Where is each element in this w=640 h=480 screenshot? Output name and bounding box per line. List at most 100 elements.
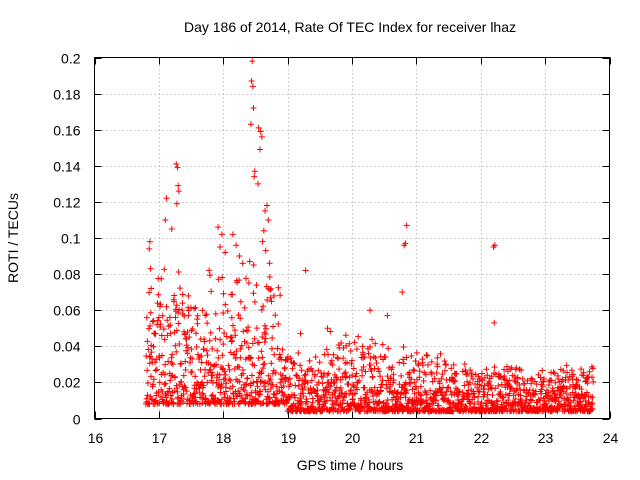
data-point	[264, 202, 271, 209]
data-point	[418, 392, 425, 399]
data-point	[220, 290, 227, 297]
data-point	[475, 388, 482, 395]
data-point	[233, 393, 240, 400]
data-point	[236, 277, 243, 284]
data-point	[265, 216, 272, 223]
data-point	[423, 351, 430, 358]
data-point	[336, 366, 343, 373]
data-point	[361, 384, 368, 391]
data-point	[207, 329, 214, 336]
data-point	[266, 399, 273, 406]
data-point	[144, 338, 151, 345]
data-point	[524, 377, 531, 384]
data-point	[517, 386, 524, 393]
data-point	[192, 304, 199, 311]
data-point	[257, 388, 264, 395]
data-point	[173, 327, 180, 334]
data-point	[564, 369, 571, 376]
data-point	[206, 337, 213, 344]
data-point	[296, 394, 303, 401]
data-point	[298, 399, 305, 406]
data-point	[475, 393, 482, 400]
data-point	[295, 349, 302, 356]
data-point	[229, 291, 236, 298]
data-point	[175, 320, 182, 327]
data-point	[172, 374, 179, 381]
data-point	[494, 403, 501, 410]
data-point	[358, 366, 365, 373]
data-point	[148, 349, 155, 356]
x-tick-label: 20	[345, 430, 361, 446]
data-point	[262, 331, 269, 338]
data-point	[352, 390, 359, 397]
data-point	[150, 343, 157, 350]
data-point	[442, 391, 449, 398]
data-point	[146, 245, 153, 252]
data-point	[427, 387, 434, 394]
data-point	[589, 406, 596, 413]
data-point	[162, 380, 169, 387]
data-point	[209, 392, 216, 399]
data-point	[348, 360, 355, 367]
data-point	[209, 372, 216, 379]
data-point	[270, 323, 277, 330]
data-point	[143, 395, 150, 402]
data-point	[413, 349, 420, 356]
data-point	[490, 244, 497, 251]
data-point	[448, 392, 455, 399]
data-point	[351, 339, 358, 346]
data-point	[439, 371, 446, 378]
data-point	[251, 168, 258, 175]
data-point	[442, 362, 449, 369]
y-tick-label: 0.04	[53, 339, 80, 355]
x-tick-labels: 16 17 18 19 20 21 22 23 24	[88, 430, 619, 446]
data-point	[221, 368, 228, 375]
data-point	[203, 311, 210, 318]
data-point	[338, 340, 345, 347]
data-point	[168, 354, 175, 361]
data-point	[268, 360, 275, 367]
data-point	[262, 207, 269, 214]
x-tick-label: 23	[538, 430, 554, 446]
data-point	[487, 382, 494, 389]
data-point	[408, 376, 415, 383]
data-point	[441, 358, 448, 365]
data-point	[180, 372, 187, 379]
data-point	[519, 375, 526, 382]
data-point	[589, 374, 596, 381]
data-point	[204, 379, 211, 386]
data-point	[483, 366, 490, 373]
data-point	[273, 390, 280, 397]
data-point	[384, 312, 391, 319]
data-point	[383, 385, 390, 392]
data-point	[244, 375, 251, 382]
x-tick-label: 19	[281, 430, 297, 446]
data-point	[540, 376, 547, 383]
data-point	[302, 267, 309, 274]
data-point	[216, 371, 223, 378]
data-point	[204, 352, 211, 359]
data-point	[260, 227, 267, 234]
data-point	[334, 354, 341, 361]
data-point	[158, 275, 165, 282]
data-point	[218, 396, 225, 403]
data-point	[212, 310, 219, 317]
data-point	[159, 312, 166, 319]
data-point	[232, 332, 239, 339]
data-point	[147, 309, 154, 316]
data-point	[154, 317, 161, 324]
data-point	[577, 398, 584, 405]
data-point	[145, 346, 152, 353]
data-point	[287, 381, 294, 388]
data-point	[285, 393, 292, 400]
data-point	[234, 393, 241, 400]
data-point	[200, 382, 207, 389]
y-tick-label: 0.08	[53, 267, 80, 283]
data-point	[550, 369, 557, 376]
data-point	[297, 330, 304, 337]
data-point	[191, 305, 198, 312]
data-point	[472, 380, 479, 387]
data-point	[590, 378, 597, 385]
data-point	[588, 401, 595, 408]
data-point	[379, 377, 386, 384]
